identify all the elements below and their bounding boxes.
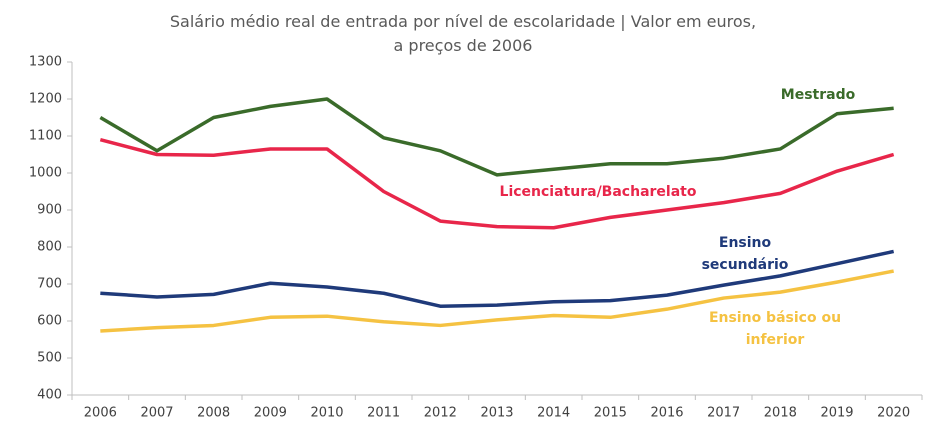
series-label: Licenciatura/Bacharelato <box>500 184 697 200</box>
series-label: Ensino básico ou inferior <box>709 310 841 348</box>
y-tick-label: 700 <box>37 277 62 292</box>
y-tick-label: 600 <box>37 314 62 329</box>
series-line <box>99 138 895 230</box>
x-tick-label: 2006 <box>84 406 117 421</box>
series-line <box>99 97 894 177</box>
x-tick-label: 2015 <box>594 406 627 421</box>
x-tick-label: 2016 <box>650 406 683 421</box>
x-tick-label: 2018 <box>764 406 797 421</box>
series-label: Ensino secundário <box>702 235 789 273</box>
x-tick-label: 2013 <box>480 406 513 421</box>
y-tick-label: 1000 <box>29 166 62 181</box>
chart-title: Salário médio real de entrada por nível … <box>170 12 756 55</box>
x-tick-label: 2011 <box>367 406 400 421</box>
series-line <box>100 249 895 308</box>
x-tick-label: 2020 <box>877 406 910 421</box>
y-tick-label: 1200 <box>29 92 62 107</box>
series-label: Mestrado <box>781 87 856 103</box>
series-line <box>100 269 895 333</box>
x-tick-label: 2007 <box>140 406 173 421</box>
y-tick-label: 900 <box>37 203 62 218</box>
x-tick-label: 2019 <box>820 406 853 421</box>
y-tick-label: 800 <box>37 240 62 255</box>
x-tick-label: 2014 <box>537 406 570 421</box>
x-tick-label: 2012 <box>424 406 457 421</box>
y-tick-label: 1300 <box>29 55 62 70</box>
y-tick-label: 500 <box>37 351 62 366</box>
x-tick-label: 2008 <box>197 406 230 421</box>
x-tick-label: 2010 <box>310 406 343 421</box>
x-tick-label: 2017 <box>707 406 740 421</box>
y-tick-label: 400 <box>37 388 62 403</box>
x-tick-label: 2009 <box>254 406 287 421</box>
y-tick-label: 1100 <box>29 129 62 144</box>
